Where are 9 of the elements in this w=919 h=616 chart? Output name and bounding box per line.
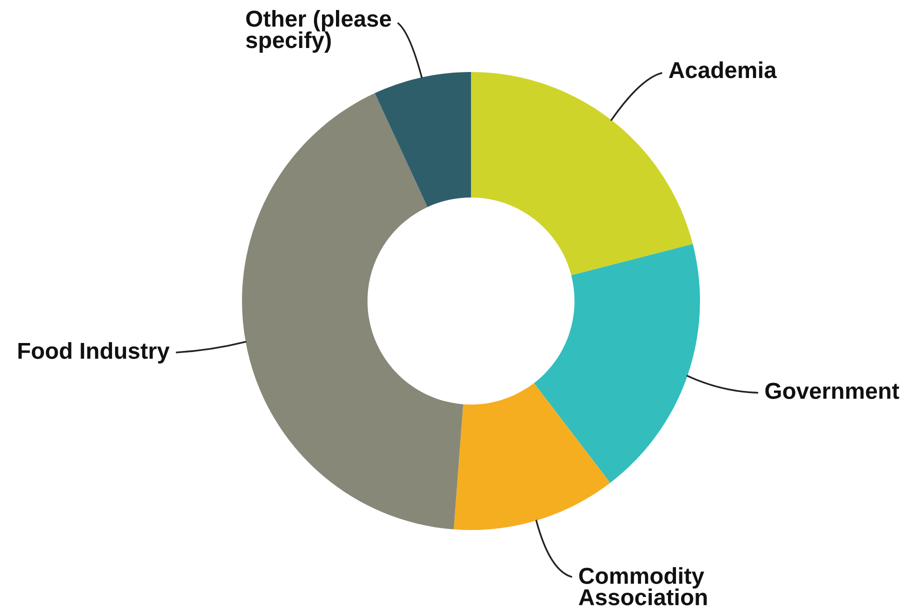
donut-slice: [454, 383, 610, 530]
slice-label: Academia: [668, 61, 777, 78]
slice-label: Food Industry: [18, 342, 170, 364]
slice-label: Other (please specify): [246, 10, 391, 53]
donut-slice: [242, 93, 464, 530]
slice-label: Government: [765, 382, 900, 400]
donut-slice: [534, 244, 700, 483]
donut-slice: [374, 72, 471, 208]
slice-label: Commodity Association: [578, 567, 707, 606]
